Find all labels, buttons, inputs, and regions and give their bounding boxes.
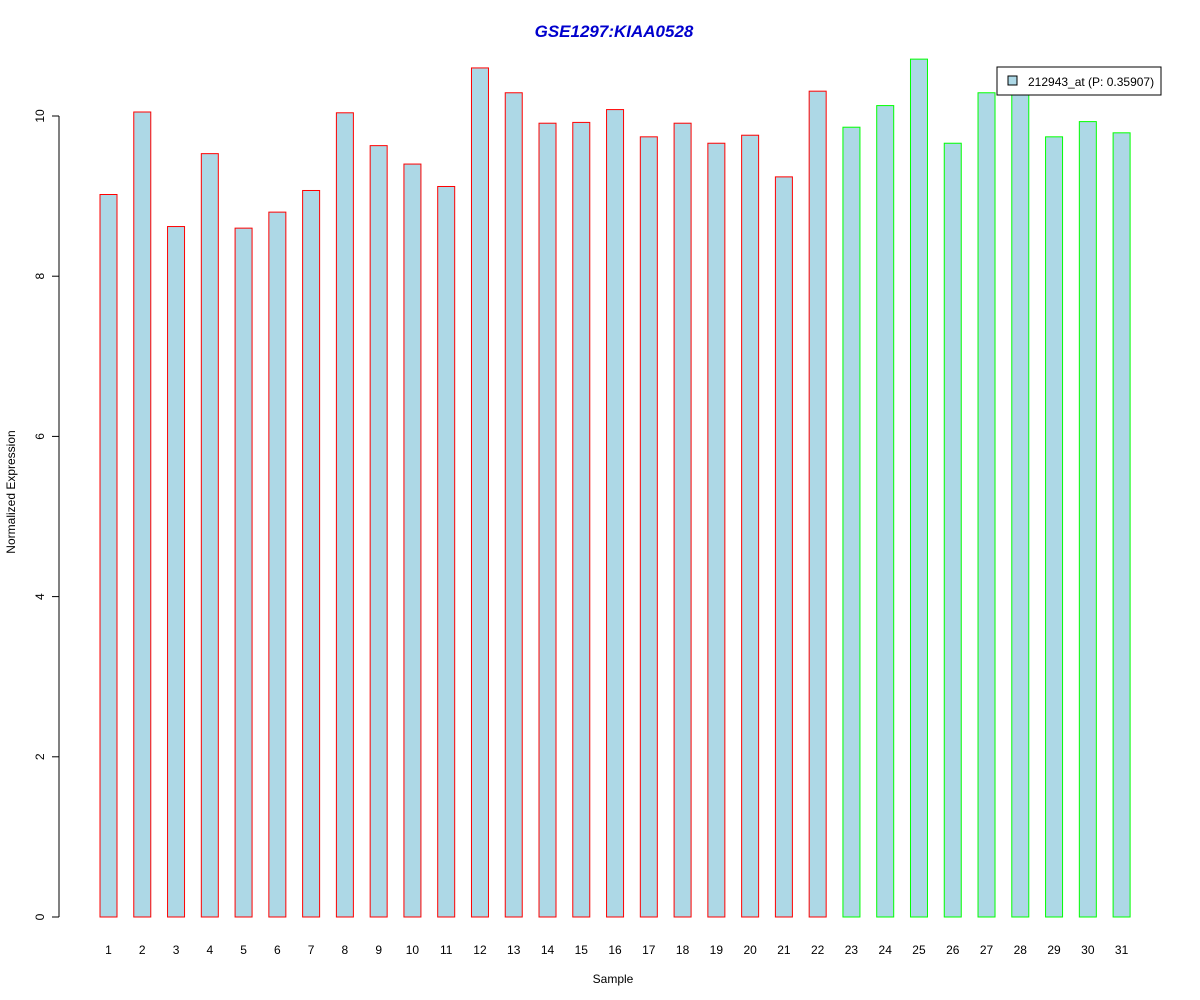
bar-sample-8: [335, 112, 354, 918]
chart-title: GSE1297:KIAA0528: [535, 22, 694, 41]
x-tick-label-23: 23: [845, 943, 859, 957]
x-tick-label-21: 21: [777, 943, 791, 957]
bar-sample-16: [606, 109, 625, 918]
bar-sample-6: [268, 211, 287, 918]
x-tick-label-16: 16: [608, 943, 622, 957]
bar-sample-3: [167, 226, 186, 918]
x-tick-label-28: 28: [1014, 943, 1028, 957]
x-tick-label-27: 27: [980, 943, 994, 957]
x-tick-label-24: 24: [879, 943, 893, 957]
bar-sample-12: [470, 67, 489, 918]
x-tick-label-12: 12: [473, 943, 487, 957]
x-tick-label-20: 20: [743, 943, 757, 957]
x-tick-label-3: 3: [173, 943, 180, 957]
x-tick-label-4: 4: [206, 943, 213, 957]
y-tick-label-2: 4: [33, 593, 47, 600]
bar-sample-26: [943, 142, 962, 918]
bar-sample-25: [909, 58, 928, 918]
bar-sample-30: [1078, 121, 1097, 918]
x-tick-label-25: 25: [912, 943, 926, 957]
x-tick-label-26: 26: [946, 943, 960, 957]
bar-sample-31: [1112, 132, 1131, 918]
bar-sample-24: [876, 105, 895, 918]
bar-sample-17: [639, 136, 658, 918]
legend: 212943_at (P: 0.35907): [996, 66, 1162, 96]
y-axis: 0 2 4 6 8 10: [33, 109, 60, 920]
bar-sample-10: [403, 163, 422, 918]
bar-sample-7: [302, 189, 321, 918]
bar-sample-28: [1011, 91, 1030, 918]
bar-sample-14: [538, 122, 557, 918]
x-tick-label-18: 18: [676, 943, 690, 957]
x-tick-label-13: 13: [507, 943, 521, 957]
bar-sample-27: [977, 92, 996, 918]
bars: [99, 58, 1131, 918]
bar-sample-2: [133, 111, 152, 918]
x-tick-label-7: 7: [308, 943, 315, 957]
x-tick-label-17: 17: [642, 943, 656, 957]
bar-sample-20: [741, 134, 760, 918]
x-tick-label-2: 2: [139, 943, 146, 957]
bar-sample-11: [437, 185, 456, 918]
x-tick-label-29: 29: [1047, 943, 1061, 957]
bar-sample-21: [774, 176, 793, 918]
x-tick-label-19: 19: [710, 943, 724, 957]
bar-sample-4: [200, 153, 219, 918]
bar-sample-18: [673, 122, 692, 918]
legend-box: [996, 66, 1162, 96]
legend-swatch: [1007, 75, 1018, 86]
legend-label: 212943_at (P: 0.35907): [1028, 75, 1154, 89]
x-tick-label-10: 10: [406, 943, 420, 957]
bar-sample-22: [808, 90, 827, 918]
x-tick-label-22: 22: [811, 943, 825, 957]
bar-sample-13: [504, 92, 523, 918]
bar-sample-19: [707, 142, 726, 918]
y-tick-label-5: 10: [33, 109, 47, 123]
x-tick-label-31: 31: [1115, 943, 1129, 957]
bar-sample-23: [842, 126, 861, 918]
x-tick-label-15: 15: [575, 943, 589, 957]
x-axis-label: Sample: [593, 972, 634, 986]
y-tick-label-0: 0: [33, 913, 47, 920]
bar-sample-29: [1045, 136, 1064, 918]
bar-sample-5: [234, 227, 253, 918]
x-tick-label-6: 6: [274, 943, 281, 957]
y-tick-label-4: 8: [33, 273, 47, 280]
x-tick-label-5: 5: [240, 943, 247, 957]
bar-sample-1: [99, 194, 118, 918]
x-tick-label-30: 30: [1081, 943, 1095, 957]
bar-sample-15: [572, 121, 591, 918]
y-tick-label-1: 2: [33, 753, 47, 760]
x-tick-label-9: 9: [375, 943, 382, 957]
y-tick-label-3: 6: [33, 433, 47, 440]
x-tick-label-11: 11: [440, 943, 453, 957]
x-tick-label-1: 1: [105, 943, 112, 957]
x-axis-labels: 1 2 3 4 5 6 7 8 9 10 11 12 13 14 15 16 17 18 19 20 21 22 23 24 2…: [105, 943, 1128, 957]
x-tick-label-14: 14: [541, 943, 555, 957]
y-axis-label: Normalized Expression: [4, 430, 18, 553]
x-tick-label-8: 8: [342, 943, 349, 957]
bar-sample-9: [369, 145, 388, 918]
